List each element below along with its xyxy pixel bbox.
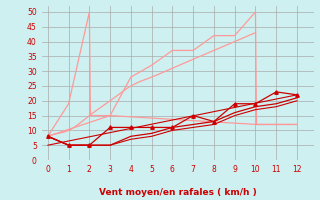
X-axis label: Vent moyen/en rafales ( km/h ): Vent moyen/en rafales ( km/h ) [99,188,256,197]
